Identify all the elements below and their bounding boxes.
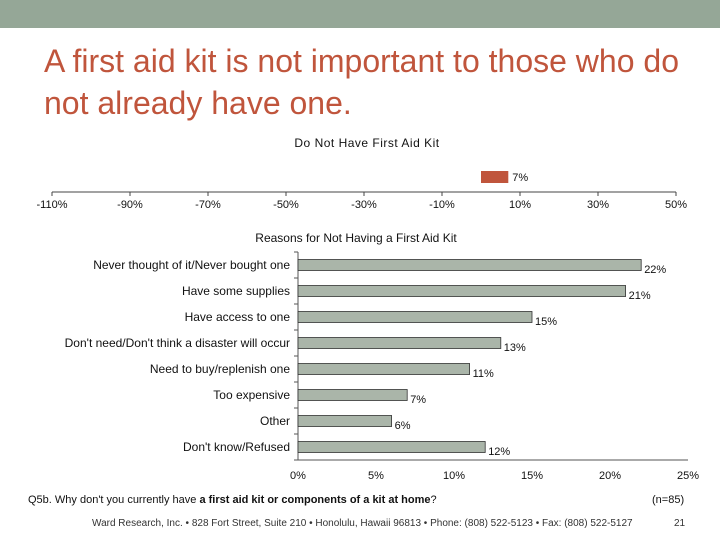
- chart2-bar: [297, 415, 392, 427]
- chart1-x-tick-label: -70%: [195, 199, 221, 211]
- chart1-x-tick-label: 10%: [509, 199, 531, 211]
- chart2-bar: [297, 311, 533, 323]
- chart1-bar-label: 7%: [512, 172, 528, 184]
- chart2-category-label: Need to buy/replenish one: [150, 362, 290, 376]
- chart2-bar-label: 6%: [395, 420, 411, 432]
- page-number: 21: [674, 518, 686, 529]
- top-banner: [0, 0, 720, 28]
- chart2-bar-label: 11%: [473, 368, 494, 380]
- chart2-bar: [297, 363, 471, 375]
- chart1-x-tick-label: -50%: [273, 199, 299, 211]
- chart2-category-label: Have some supplies: [182, 284, 290, 298]
- chart2-bar-label: 21%: [629, 290, 651, 302]
- chart2-category-label: Too expensive: [213, 388, 290, 402]
- question-bold: a first aid kit or components of a kit a…: [199, 494, 431, 506]
- chart2-bar: [297, 259, 642, 271]
- chart2-category-label: Don't need/Don't think a disaster will o…: [65, 336, 290, 350]
- question-suffix: ?: [430, 494, 437, 506]
- chart2-x-tick-label: 0%: [290, 470, 306, 482]
- slide-title: A first aid kit is not important to thos…: [44, 43, 679, 121]
- chart2-title: Reasons for Not Having a First Aid Kit: [255, 231, 457, 245]
- chart2-bar: [297, 441, 486, 453]
- chart1-x-tick-label: -90%: [117, 199, 143, 211]
- chart1-x-tick-label: -10%: [429, 199, 455, 211]
- chart2-bar-label: 7%: [410, 394, 426, 406]
- chart1-x-tick-label: -30%: [351, 199, 377, 211]
- chart2-x-tick-label: 15%: [521, 470, 543, 482]
- chart1-x-tick-label: 50%: [665, 199, 687, 211]
- chart2-bar-label: 13%: [504, 342, 526, 354]
- chart2-category-label: Other: [260, 414, 290, 428]
- chart2-x-tick-label: 10%: [443, 470, 465, 482]
- chart2-x-tick-label: 25%: [677, 470, 699, 482]
- chart1-bar: [481, 171, 509, 183]
- chart2-x-tick-label: 5%: [368, 470, 384, 482]
- chart2-bar: [297, 389, 408, 401]
- chart2-bar-label: 12%: [488, 446, 510, 458]
- chart2-bar-label: 22%: [644, 264, 666, 276]
- chart2-bar: [297, 337, 502, 349]
- question-footnote: Q5b. Why don't you currently have a firs…: [28, 494, 437, 506]
- sample-size: (n=85): [652, 494, 685, 506]
- company-address: Ward Research, Inc. • 828 Fort Street, S…: [92, 518, 633, 529]
- chart2-bar: [297, 285, 627, 297]
- chart2-category-label: Never thought of it/Never bought one: [93, 258, 290, 272]
- chart2-bar-label: 15%: [535, 316, 557, 328]
- chart2-category-label: Have access to one: [185, 310, 291, 324]
- chart2-x-tick-label: 20%: [599, 470, 621, 482]
- chart2-category-label: Don't know/Refused: [183, 440, 290, 454]
- chart1-x-tick-label: 30%: [587, 199, 609, 211]
- question-prefix: Q5b. Why don't you currently have: [28, 494, 200, 506]
- chart1-x-tick-label: -110%: [37, 199, 68, 211]
- chart1-title: Do Not Have First Aid Kit: [294, 136, 439, 150]
